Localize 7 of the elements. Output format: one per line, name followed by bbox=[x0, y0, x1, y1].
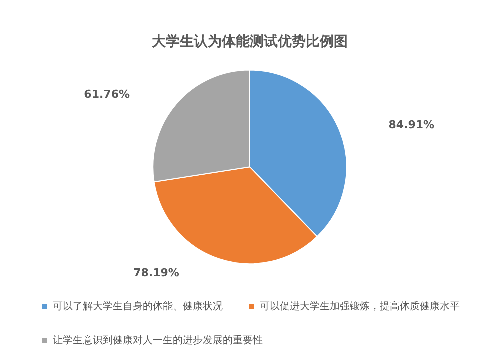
legend-label: 让学生意识到健康对人一生的进步发展的重要性 bbox=[53, 334, 263, 346]
data-label: 61.76% bbox=[84, 88, 130, 101]
data-label: 78.19% bbox=[134, 266, 180, 280]
chart-title: 大学生认为体能测试优势比例图 bbox=[152, 34, 348, 50]
legend-label: 可以促进大学生加强锻炼，提高体质健康水平 bbox=[260, 300, 460, 312]
data-label: 84.91% bbox=[388, 118, 435, 132]
legend-label: 可以了解大学生自身的体能、健康状况 bbox=[53, 300, 223, 312]
